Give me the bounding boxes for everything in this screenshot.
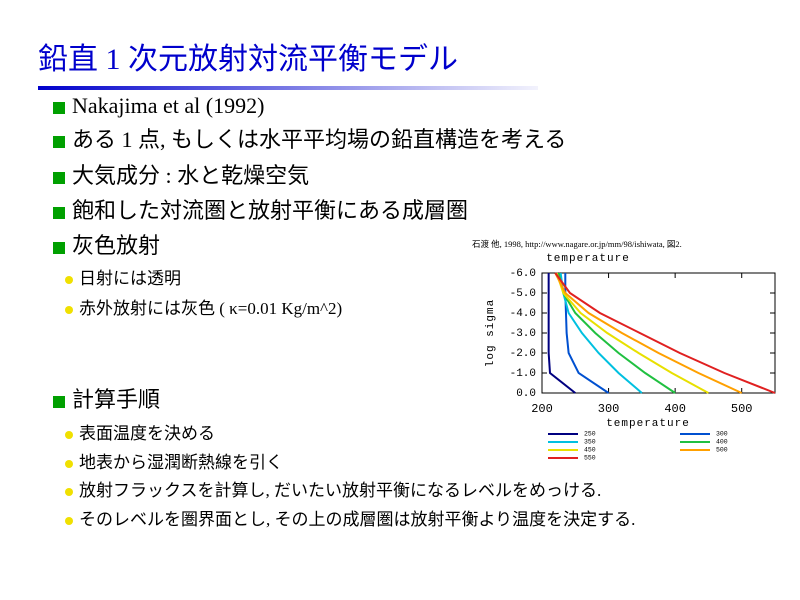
sub-bullet-text: 放射フラックスを計算し, だいたい放射平衡になるレベルをめっける. — [79, 481, 601, 500]
plot-frame — [541, 272, 776, 394]
legend-label: 400 — [716, 439, 728, 446]
sub-bullet-marker — [65, 517, 73, 525]
y-tick-label: -4.0 — [510, 308, 536, 320]
series-line — [554, 272, 743, 394]
series-line — [559, 272, 643, 394]
y-tick-label: -1.0 — [510, 368, 536, 380]
sub-bullet-marker — [65, 431, 73, 439]
legend-label: 450 — [584, 447, 596, 454]
bullet-marker — [53, 396, 65, 408]
legend-label: 300 — [716, 431, 728, 438]
sub-bullet-text: 赤外放射には灰色 ( κ=0.01 Kg/m^2) — [79, 299, 342, 318]
x-tick-label: 200 — [531, 402, 553, 416]
x-tick-label: 500 — [731, 402, 753, 416]
x-axis-label: temperature — [606, 418, 690, 430]
title-underline — [38, 86, 538, 90]
bullet-marker — [53, 102, 65, 114]
sub-bullet-text: 表面温度を決める — [79, 424, 215, 443]
bullet-text: 灰色放射 — [72, 233, 160, 258]
x-tick-label: 400 — [664, 402, 686, 416]
bullet-marker — [53, 136, 65, 148]
chart-caption: 石渡 他, 1998, http://www.nagare.or.jp/mm/9… — [472, 239, 682, 249]
bullet-marker — [53, 207, 65, 219]
sub-bullet-text: 日射には透明 — [79, 269, 181, 288]
series-line — [564, 273, 610, 394]
x-tick-label: 300 — [598, 402, 620, 416]
bullet-marker — [53, 242, 65, 254]
sub-bullet-marker — [65, 276, 73, 284]
y-tick-label: -6.0 — [510, 268, 536, 280]
bullet-text: Nakajima et al (1992) — [72, 93, 264, 118]
y-tick-label: -5.0 — [510, 288, 536, 300]
series-line — [557, 272, 676, 394]
sub-bullet-text: そのレベルを圏界面とし, その上の成層圏は放射平衡より温度を決定する. — [79, 510, 635, 529]
bullet-marker — [53, 172, 65, 184]
x-axis-label-top: temperature — [546, 253, 630, 265]
sub-bullet-marker — [65, 460, 73, 468]
y-tick-label: 0.0 — [516, 388, 536, 400]
legend-label: 250 — [584, 431, 596, 438]
series-line — [555, 272, 709, 394]
bullet-text: 大気成分 : 水と乾燥空気 — [72, 163, 309, 188]
series-line — [547, 273, 576, 394]
slide-title: 鉛直 1 次元放射対流平衡モデル — [38, 43, 458, 76]
bullet-text: 飽和した対流圏と放射平衡にある成層圏 — [72, 198, 468, 223]
bullet-text: ある 1 点, もしくは水平平均場の鉛直構造を考える — [72, 127, 566, 152]
y-tick-label: -3.0 — [510, 328, 536, 340]
bullet-text: 計算手順 — [72, 387, 160, 412]
legend-label: 550 — [584, 455, 596, 462]
legend-label: 350 — [584, 439, 596, 446]
sub-bullet-text: 地表から湿潤断熱線を引く — [79, 453, 283, 472]
sub-bullet-marker — [65, 306, 73, 314]
y-tick-label: -2.0 — [510, 348, 536, 360]
series-line — [554, 272, 776, 394]
legend-label: 500 — [716, 447, 728, 454]
sub-bullet-marker — [65, 488, 73, 496]
y-axis-label: log sigma — [485, 299, 497, 367]
